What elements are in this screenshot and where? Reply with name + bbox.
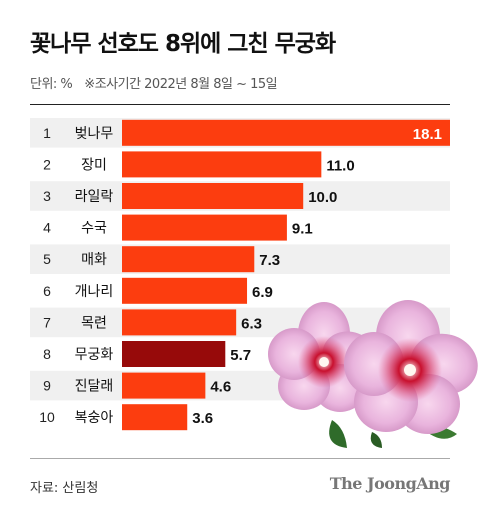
bar [122,151,322,178]
value-label: 4.6 [210,379,231,396]
category-label: 매화 [81,252,107,268]
rank-label: 5 [43,251,51,267]
rank-label: 1 [43,125,51,141]
value-label: 10.0 [308,189,337,206]
rank-label: 3 [43,188,51,204]
bar [122,119,450,146]
bar [122,404,188,431]
value-label: 7.3 [259,252,280,269]
category-label: 무궁화 [75,347,114,363]
bar [122,277,248,304]
rank-label: 2 [43,156,51,172]
rank-label: 8 [43,346,51,362]
value-label: 6.9 [252,284,273,301]
value-label: 3.6 [192,410,213,427]
value-label: 5.7 [230,347,251,364]
rank-label: 6 [43,283,51,299]
category-label: 장미 [81,157,107,173]
value-label: 9.1 [292,221,313,238]
value-label: 11.0 [326,157,354,174]
category-label: 라일락 [75,189,114,205]
rank-label: 9 [43,378,51,394]
bar [122,341,226,367]
rank-label: 4 [43,220,51,236]
mugunghwa-flower-illustration [268,300,478,448]
survey-period: ※조사기간 2022년 8월 8일 ~ 15일 [84,77,278,92]
bar [122,183,304,209]
page-title: 꽃나무 선호도 8위에 그친 무궁화 [30,31,336,57]
category-label: 진달래 [75,379,114,395]
bar [122,246,255,273]
top-rule [30,104,450,105]
category-label: 개나리 [75,284,114,300]
bottom-rule [30,458,450,459]
source-note: 자료: 산림청 [30,481,99,496]
category-label: 수국 [81,221,107,237]
rank-label: 10 [39,409,55,425]
rank-label: 7 [43,314,51,330]
category-label: 목련 [81,315,107,331]
bar [122,372,206,399]
value-label: 6.3 [241,315,262,332]
bar [122,214,287,241]
bar [122,309,237,336]
chart-subtitle: 단위: % ※조사기간 2022년 8월 8일 ~ 15일 [30,73,278,92]
value-label: 18.1 [413,126,442,143]
unit-label: 단위: % [30,77,73,92]
brand-logo: The JoongAng [329,474,451,493]
category-label: 벚나무 [75,126,114,142]
category-label: 복숭아 [75,410,114,426]
